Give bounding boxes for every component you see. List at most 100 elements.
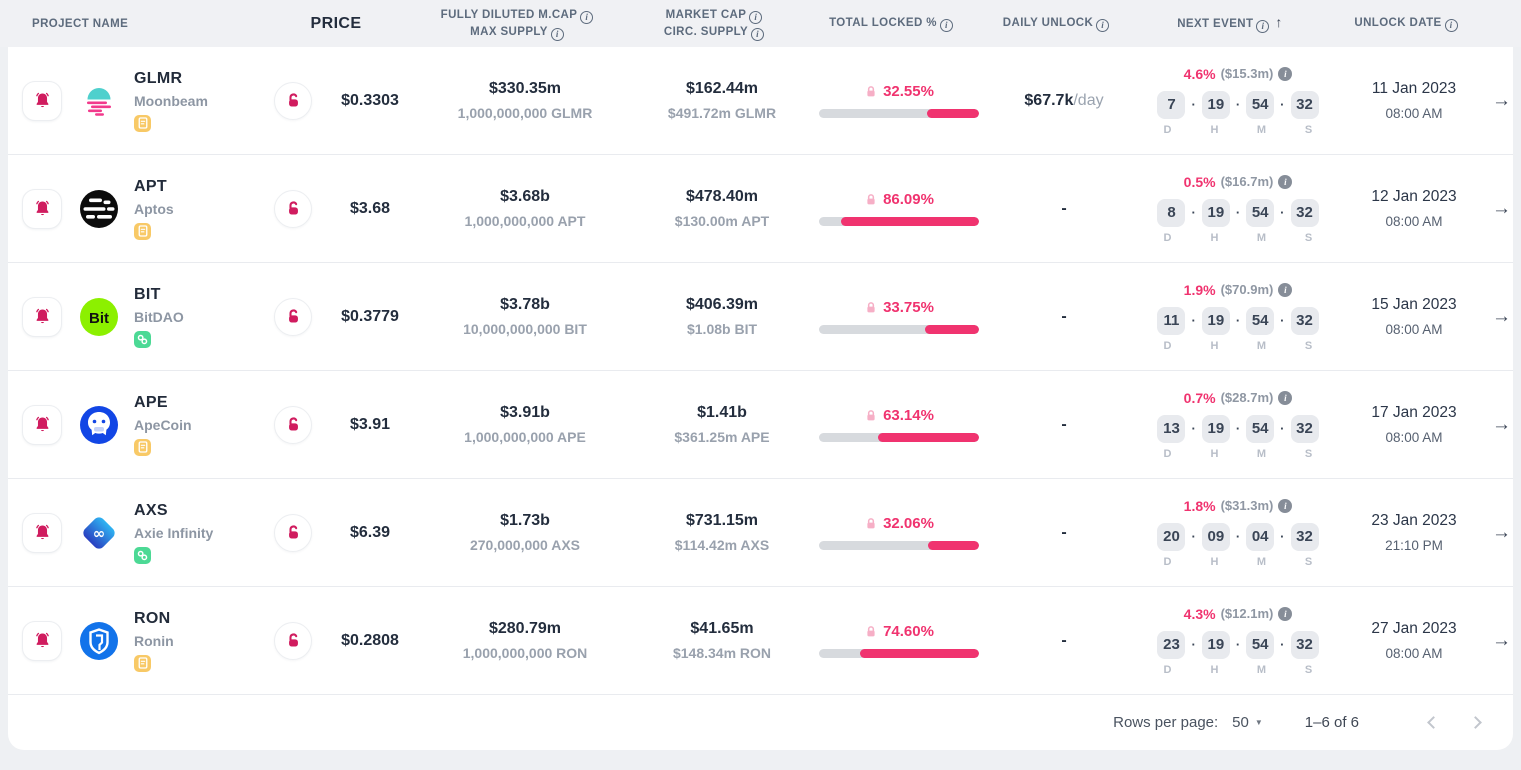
- row-detail-arrow-button[interactable]: →: [1492, 305, 1511, 327]
- token-name: ApeCoin: [134, 416, 192, 433]
- total-locked-percent: 32.55%: [883, 83, 934, 100]
- token-logo: [78, 80, 120, 122]
- column-price[interactable]: PRICE: [310, 14, 362, 32]
- column-total-locked[interactable]: TOTAL LOCKED % i: [800, 15, 982, 32]
- info-icon[interactable]: i: [550, 27, 564, 41]
- locked-progress-fill: [859, 649, 979, 658]
- table-body-card: GLMR Moonbeam $0.3303 $330.35m 1,000,000…: [8, 47, 1513, 750]
- column-next-event-label: NEXT EVENT: [1177, 18, 1254, 30]
- token-name: Axie Infinity: [134, 524, 214, 541]
- countdown-days: 7: [1157, 90, 1186, 119]
- circulating-supply: $114.42m AXS: [674, 537, 770, 553]
- total-locked-percent: 74.60%: [883, 623, 934, 640]
- event-info-icon[interactable]: i: [1278, 174, 1293, 189]
- next-event-percent: 0.5%: [1183, 173, 1216, 190]
- sort-ascending-icon[interactable]: ↑: [1275, 14, 1283, 30]
- document-badge-icon: [134, 438, 151, 456]
- bell-icon: [35, 416, 49, 432]
- rows-per-page-label: Rows per page:: [1113, 714, 1219, 731]
- table-row: RON Ronin $0.2808 $280.79m 1,000,000,000…: [8, 587, 1513, 695]
- unlock-status-icon: [274, 621, 312, 660]
- event-info-icon[interactable]: i: [1278, 282, 1293, 297]
- market-cap: $731.15m: [685, 512, 759, 529]
- open-padlock-icon: [288, 93, 298, 107]
- fully-diluted-mcap: $330.35m: [488, 80, 562, 97]
- event-info-icon[interactable]: i: [1278, 498, 1293, 513]
- info-icon[interactable]: i: [580, 10, 594, 24]
- document-badge-icon: [134, 114, 151, 132]
- event-info-icon[interactable]: i: [1278, 66, 1293, 81]
- rows-per-page-select[interactable]: 50 ▼: [1232, 714, 1263, 731]
- open-padlock-icon: [288, 201, 298, 215]
- max-supply: 1,000,000,000 APT: [464, 213, 586, 229]
- market-cap: $406.39m: [685, 296, 759, 313]
- prev-page-button[interactable]: [1419, 709, 1447, 737]
- next-page-button[interactable]: [1461, 709, 1489, 737]
- countdown-days: 20: [1157, 522, 1186, 551]
- info-icon[interactable]: i: [1256, 20, 1270, 33]
- row-detail-arrow-button[interactable]: →: [1492, 629, 1511, 651]
- table-row: APE ApeCoin $3.91 $3.91b 1,000,000,000 A…: [8, 371, 1513, 479]
- column-project-name[interactable]: PROJECT NAME: [32, 17, 129, 30]
- locked-padlock-icon: [867, 410, 875, 421]
- row-detail-arrow-button[interactable]: →: [1492, 89, 1511, 111]
- unlock-date: 11 Jan 2023: [1371, 80, 1457, 97]
- countdown-minutes: 54: [1246, 630, 1275, 659]
- info-icon[interactable]: i: [1444, 19, 1458, 32]
- unlock-time: 08:00 AM: [1385, 430, 1443, 445]
- locked-progress-fill: [925, 325, 979, 334]
- token-price: $6.39: [349, 523, 391, 541]
- table-row: ∞ AXS Axie Infinity $6.39 $1.73b 270,000…: [8, 479, 1513, 587]
- token-unlocks-table: PROJECT NAME PRICE FULLY DILUTED M.CAP i …: [8, 7, 1513, 750]
- open-padlock-icon: [288, 525, 298, 539]
- total-locked-percent: 63.14%: [883, 407, 934, 424]
- countdown-seconds: 32: [1290, 414, 1319, 443]
- notification-bell-button[interactable]: [22, 512, 62, 553]
- next-event-amount: ($15.3m): [1220, 66, 1274, 81]
- max-supply: 10,000,000,000 BIT: [463, 321, 587, 337]
- info-icon[interactable]: i: [1096, 19, 1110, 32]
- unlock-status-icon: [274, 189, 312, 228]
- total-locked-percent: 32.06%: [883, 515, 934, 532]
- unlock-status-icon: [274, 513, 312, 552]
- table-row: APT Aptos $3.68 $3.68b 1,000,000,000 APT…: [8, 155, 1513, 263]
- notification-bell-button[interactable]: [22, 80, 62, 121]
- row-detail-arrow-button[interactable]: →: [1492, 197, 1511, 219]
- column-fdv-maxsupply[interactable]: FULLY DILUTED M.CAP i MAX SUPPLY i: [406, 7, 628, 41]
- notification-bell-button[interactable]: [22, 404, 62, 445]
- event-info-icon[interactable]: i: [1278, 390, 1293, 405]
- token-price: $3.68: [349, 199, 391, 217]
- token-logo: ∞: [78, 512, 120, 554]
- info-icon[interactable]: i: [939, 19, 953, 32]
- circulating-supply: $1.08b BIT: [686, 321, 758, 337]
- token-price: $0.3779: [341, 307, 399, 325]
- unlock-time: 08:00 AM: [1385, 106, 1443, 121]
- chain-badge-icon: [134, 330, 151, 348]
- notification-bell-button[interactable]: [22, 296, 62, 337]
- countdown-hours: 19: [1201, 198, 1230, 227]
- token-name: Moonbeam: [134, 92, 208, 109]
- locked-progress-bar: [819, 325, 979, 334]
- unlock-time: 21:10 PM: [1385, 538, 1443, 553]
- column-mcap-circsupply[interactable]: MARKET CAP i CIRC. SUPPLY i: [628, 7, 800, 41]
- info-icon[interactable]: i: [751, 27, 765, 41]
- countdown-seconds: 32: [1290, 198, 1319, 227]
- column-maxsupply-label: MAX SUPPLY: [470, 25, 548, 38]
- column-unlock-date[interactable]: UNLOCK DATE i: [1330, 15, 1482, 32]
- max-supply: 1,000,000,000 APE: [464, 429, 586, 445]
- event-info-icon[interactable]: i: [1278, 606, 1293, 621]
- next-event-percent: 0.7%: [1183, 389, 1216, 406]
- notification-bell-button[interactable]: [22, 188, 62, 229]
- token-symbol: GLMR: [134, 69, 183, 87]
- daily-unlock-value: $67.7k/day: [990, 92, 1138, 110]
- row-detail-arrow-button[interactable]: →: [1492, 413, 1511, 435]
- token-symbol: RON: [134, 609, 171, 627]
- unlock-time: 08:00 AM: [1385, 214, 1443, 229]
- notification-bell-button[interactable]: [22, 620, 62, 661]
- column-daily-unlock[interactable]: DAILY UNLOCK i: [982, 15, 1130, 32]
- column-next-event[interactable]: NEXT EVENT i ↑: [1130, 14, 1330, 33]
- countdown: 8 · 19 · 54 · 32: [1157, 198, 1319, 227]
- info-icon[interactable]: i: [749, 10, 763, 24]
- row-detail-arrow-button[interactable]: →: [1492, 521, 1511, 543]
- max-supply: 1,000,000,000 RON: [462, 645, 588, 661]
